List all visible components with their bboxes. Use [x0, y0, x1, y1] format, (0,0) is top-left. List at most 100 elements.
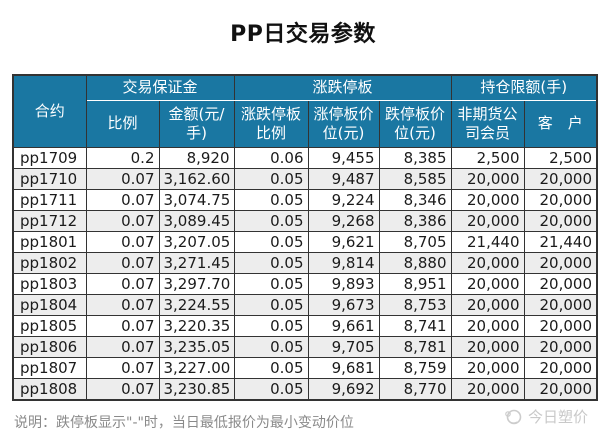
value-cell: 3,271.45: [158, 252, 235, 274]
jinri-sujia-logo-icon: [503, 407, 523, 427]
contract-cell: pp1806: [12, 336, 87, 358]
contract-cell: pp1804: [12, 294, 87, 316]
value-cell: 20,000: [450, 273, 525, 295]
value-cell: 8,386: [378, 210, 452, 232]
value-cell: 0.05: [233, 315, 309, 337]
value-cell: 0.05: [233, 231, 309, 253]
value-cell: 9,681: [307, 357, 380, 379]
value-cell: 8,951: [378, 273, 452, 295]
value-cell: 3,297.70: [158, 273, 235, 295]
value-cell: 8,346: [378, 189, 452, 211]
value-cell: 3,220.35: [158, 315, 235, 337]
value-cell: 3,162.60: [158, 168, 235, 190]
value-cell: 8,741: [378, 315, 452, 337]
column-header-margin-amount: 金额(元/手): [158, 100, 235, 148]
watermark-text: 今日塑价: [527, 408, 588, 426]
value-cell: 20,000: [523, 189, 598, 211]
column-header-upper-limit-price: 涨停板价位(元): [307, 100, 380, 148]
value-cell: 20,000: [523, 315, 598, 337]
value-cell: 0.07: [85, 357, 160, 379]
value-cell: 21,440: [523, 231, 598, 253]
group-header-position-limit: 持仓限额(手): [450, 74, 598, 101]
watermark: 今日塑价: [503, 406, 588, 427]
value-cell: 8,385: [378, 147, 452, 169]
value-cell: 0.07: [85, 336, 160, 358]
contract-cell: pp1711: [12, 189, 87, 211]
value-cell: 8,781: [378, 336, 452, 358]
contract-cell: pp1802: [12, 252, 87, 274]
value-cell: 20,000: [450, 357, 525, 379]
value-cell: 8,770: [378, 378, 452, 401]
value-cell: 9,661: [307, 315, 380, 337]
group-header-price-limit: 涨跌停板: [233, 74, 452, 101]
page-title: PP日交易参数: [230, 22, 376, 47]
value-cell: 9,487: [307, 168, 380, 190]
value-cell: 0.05: [233, 294, 309, 316]
column-header-margin-ratio: 比例: [85, 100, 160, 148]
value-cell: 0.07: [85, 252, 160, 274]
value-cell: 0.07: [85, 189, 160, 211]
value-cell: 0.05: [233, 210, 309, 232]
value-cell: 20,000: [523, 210, 598, 232]
column-header-non-futures-member: 非期货公司会员: [450, 100, 525, 148]
value-cell: 20,000: [450, 336, 525, 358]
group-header-margin: 交易保证金: [85, 74, 235, 101]
table-row: pp1804 0.07 3,224.55 0.05 9,673 8,753 20,000 20…: [12, 294, 598, 316]
table-row: pp1802 0.07 3,271.45 0.05 9,814 8,880 20,000 20…: [12, 252, 598, 274]
table-row: pp1710 0.07 3,162.60 0.05 9,487 8,585 20,000 20…: [12, 168, 598, 190]
contract-cell: pp1801: [12, 231, 87, 253]
table-row: pp1712 0.07 3,089.45 0.05 9,268 8,386 20,000 20…: [12, 210, 598, 232]
value-cell: 9,673: [307, 294, 380, 316]
value-cell: 0.07: [85, 210, 160, 232]
value-cell: 0.05: [233, 336, 309, 358]
value-cell: 0.05: [233, 273, 309, 295]
value-cell: 0.05: [233, 357, 309, 379]
column-header-limit-ratio: 涨跌停板比例: [233, 100, 309, 148]
value-cell: 8,920: [158, 147, 235, 169]
table-header: 合约 交易保证金 涨跌停板 持仓限额(手) 比例 金额(元/手) 涨跌停板比例 …: [12, 74, 598, 148]
table-row: pp1807 0.07 3,227.00 0.05 9,681 8,759 20,000 20…: [12, 357, 598, 379]
value-cell: 9,705: [307, 336, 380, 358]
value-cell: 3,230.85: [158, 378, 235, 401]
value-cell: 3,074.75: [158, 189, 235, 211]
value-cell: 0.05: [233, 168, 309, 190]
sub-header-row: 比例 金额(元/手) 涨跌停板比例 涨停板价位(元) 跌停板价位(元) 非期货公…: [13, 100, 598, 148]
group-header-row: 合约 交易保证金 涨跌停板 持仓限额(手): [12, 74, 598, 148]
value-cell: 20,000: [523, 168, 598, 190]
value-cell: 20,000: [450, 189, 525, 211]
value-cell: 20,000: [450, 378, 525, 401]
value-cell: 20,000: [523, 336, 598, 358]
value-cell: 3,089.45: [158, 210, 235, 232]
value-cell: 3,224.55: [158, 294, 235, 316]
value-cell: 20,000: [450, 294, 525, 316]
value-cell: 3,207.05: [158, 231, 235, 253]
column-header-contract: 合约: [12, 74, 87, 148]
value-cell: 2,500: [450, 147, 525, 169]
value-cell: 9,621: [307, 231, 380, 253]
table-row: pp1806 0.07 3,235.05 0.05 9,705 8,781 20,000 20…: [12, 336, 598, 358]
contract-cell: pp1803: [12, 273, 87, 295]
value-cell: 0.05: [233, 252, 309, 274]
value-cell: 0.07: [85, 315, 160, 337]
value-cell: 20,000: [450, 210, 525, 232]
value-cell: 9,814: [307, 252, 380, 274]
value-cell: 8,705: [378, 231, 452, 253]
contract-cell: pp1807: [12, 357, 87, 379]
value-cell: 20,000: [450, 252, 525, 274]
value-cell: 0.07: [85, 294, 160, 316]
value-cell: 9,455: [307, 147, 380, 169]
value-cell: 20,000: [523, 378, 598, 401]
value-cell: 8,585: [378, 168, 452, 190]
value-cell: 9,893: [307, 273, 380, 295]
table-row: pp1801 0.07 3,207.05 0.05 9,621 8,705 21,440 21…: [12, 231, 598, 253]
value-cell: 0.06: [233, 147, 309, 169]
footnote: 说明：跌停板显示"-"时，当日最低报价为最小变动价位: [14, 415, 354, 431]
table-row: pp1803 0.07 3,297.70 0.05 9,893 8,951 20,000 20…: [12, 273, 598, 295]
value-cell: 0.07: [85, 231, 160, 253]
value-cell: 2,500: [523, 147, 598, 169]
value-cell: 20,000: [450, 315, 525, 337]
table-row: pp1711 0.07 3,074.75 0.05 9,224 8,346 20,000 20…: [12, 189, 598, 211]
contract-cell: pp1709: [12, 147, 87, 169]
contract-cell: pp1710: [12, 168, 87, 190]
value-cell: 20,000: [523, 273, 598, 295]
